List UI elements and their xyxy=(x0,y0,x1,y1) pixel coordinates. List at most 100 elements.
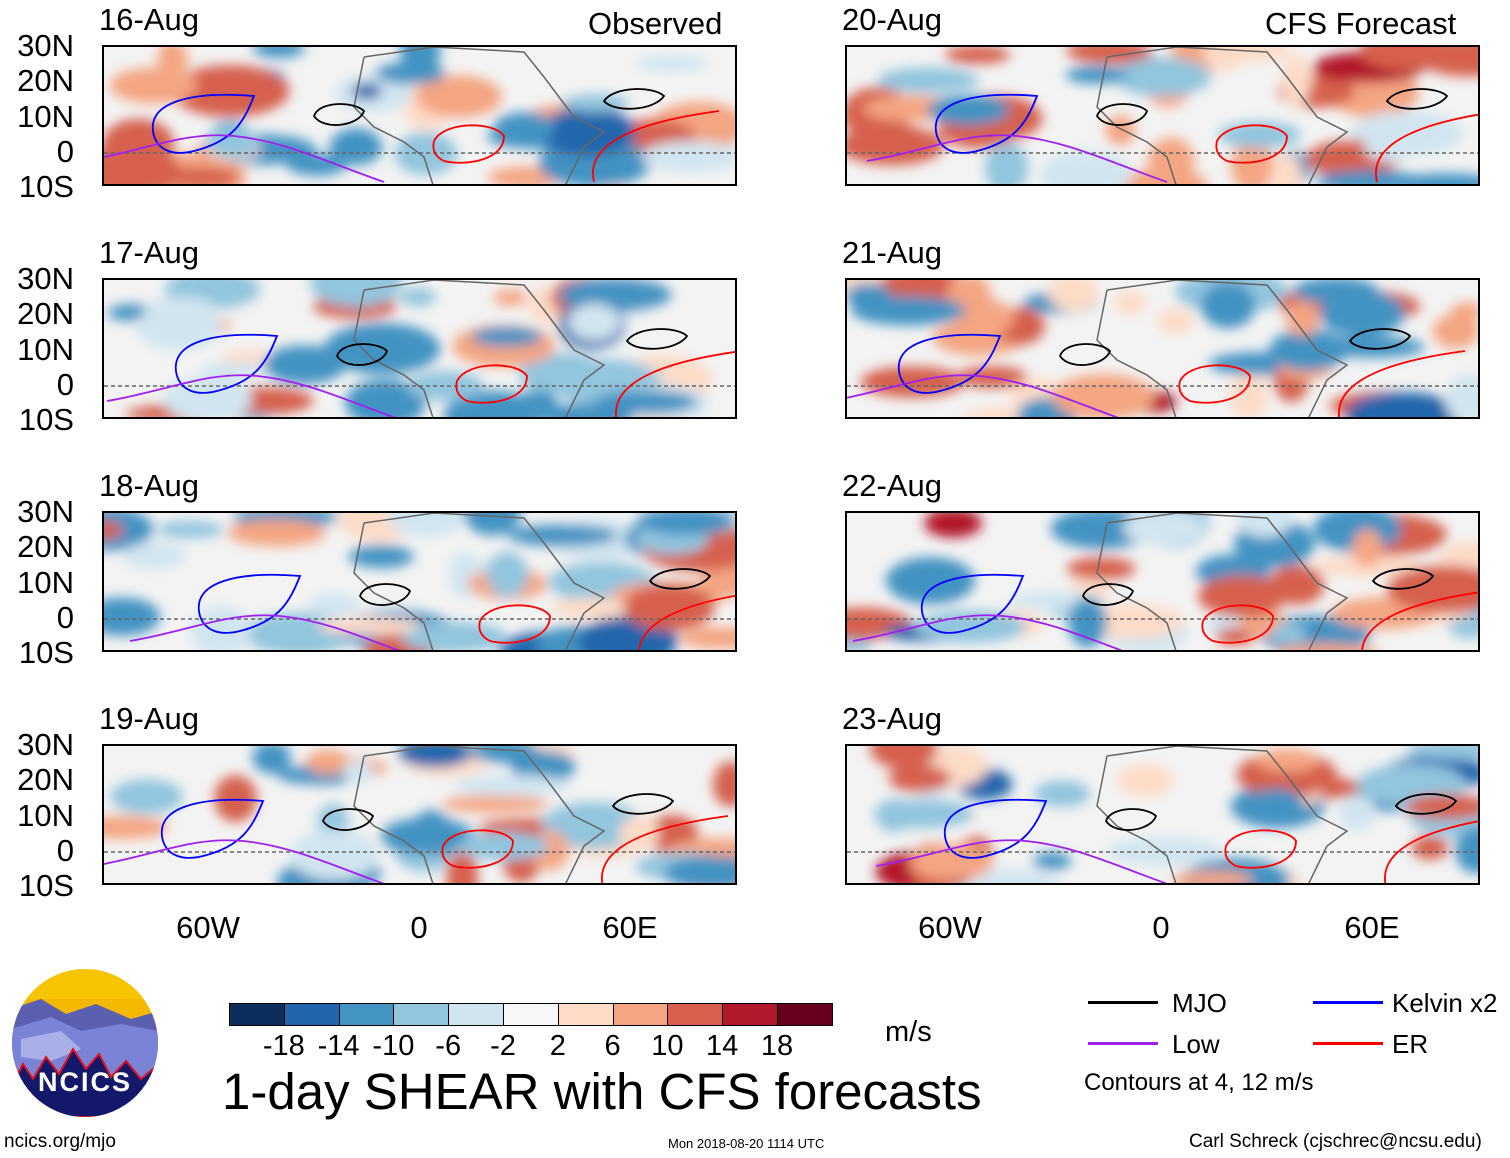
mjo-contour xyxy=(611,793,675,815)
shear-anomaly-blob xyxy=(104,597,161,636)
shear-anomaly-blob xyxy=(850,296,966,326)
shear-map-panel xyxy=(845,45,1480,186)
shear-anomaly-blob xyxy=(170,65,290,117)
panel-date-forecast-2: 22-Aug xyxy=(842,468,942,503)
shear-anomaly-blob xyxy=(146,297,216,321)
panel-date-forecast-0: 20-Aug xyxy=(842,2,942,37)
shear-anomaly-blob xyxy=(1247,788,1304,820)
lat-label: 10N xyxy=(17,99,74,134)
shear-anomaly-blob xyxy=(634,55,709,72)
shear-anomaly-blob xyxy=(1171,870,1254,883)
footer-url[interactable]: ncics.org/mjo xyxy=(4,1131,116,1152)
footer-timestamp: Mon 2018-08-20 1114 UTC xyxy=(668,1136,825,1151)
er-contour xyxy=(1178,364,1251,404)
legend-line-er xyxy=(1313,1042,1383,1045)
legend-line-low xyxy=(1088,1042,1158,1045)
shear-anomaly-blob xyxy=(454,774,570,797)
mjo-contour xyxy=(313,103,366,126)
legend-line-mjo xyxy=(1088,1001,1158,1004)
shear-map-panel xyxy=(102,45,737,186)
shear-anomaly-blob xyxy=(953,299,1015,336)
shear-anomaly-blob xyxy=(700,562,735,598)
colorbar-box xyxy=(503,1003,559,1026)
er-contour xyxy=(455,364,528,404)
mjo-contour xyxy=(1371,568,1435,590)
lat-label: 30N xyxy=(17,494,74,529)
lat-label: 0 xyxy=(56,600,74,635)
shear-anomaly-blob xyxy=(1316,170,1425,184)
lon-label-60w-right: 60W xyxy=(918,910,982,945)
lat-label: 20N xyxy=(17,296,74,331)
kelvin-contour xyxy=(160,798,265,859)
ncics-logo: NCICS xyxy=(11,969,159,1117)
panel-date-observed-1: 17-Aug xyxy=(99,235,199,270)
shear-anomaly-blob xyxy=(398,746,472,768)
colorbar-box xyxy=(612,1003,669,1026)
colorbar-tick-label: -18 xyxy=(262,1030,305,1062)
mjo-contour xyxy=(359,583,412,606)
kelvin-contour xyxy=(943,798,1048,859)
lat-label: 0 xyxy=(56,833,74,868)
panel-date-observed-2: 18-Aug xyxy=(99,468,199,503)
shear-anomaly-blob xyxy=(623,584,715,631)
shear-anomaly-blob xyxy=(1406,746,1478,760)
shear-map-panel xyxy=(845,278,1480,419)
shear-anomaly-blob xyxy=(1270,623,1307,644)
lat-label: 10S xyxy=(18,169,74,204)
legend-line-kelvin xyxy=(1313,1001,1383,1004)
shear-anomaly-blob xyxy=(1352,529,1383,567)
mjo-contour xyxy=(336,343,389,366)
coastline xyxy=(1096,47,1349,184)
shear-anomaly-blob xyxy=(486,551,529,598)
shear-anomaly-blob xyxy=(305,749,352,775)
footer-credit: Carl Schreck (cjschrec@ncsu.edu) xyxy=(1189,1131,1482,1152)
shear-anomaly-blob xyxy=(914,610,1026,644)
shear-anomaly-blob xyxy=(984,142,1029,184)
shear-anomaly-blob xyxy=(252,746,291,774)
low-contour xyxy=(129,614,400,650)
shear-anomaly-blob xyxy=(380,817,474,855)
lon-label-0-right: 0 xyxy=(1152,910,1170,945)
shear-anomaly-blob xyxy=(307,592,360,618)
shear-anomaly-blob xyxy=(110,779,184,814)
figure-title: 1-day SHEAR with CFS forecasts xyxy=(222,1063,982,1120)
lat-label: 10S xyxy=(18,868,74,903)
mjo-contour xyxy=(1385,88,1449,110)
shear-anomaly-blob xyxy=(264,345,346,385)
legend-label-low: Low xyxy=(1172,1029,1220,1059)
shear-anomaly-blob xyxy=(567,302,621,341)
shear-anomaly-blob xyxy=(1445,373,1478,417)
shear-anomaly-blob xyxy=(1148,137,1195,184)
shear-map-panel xyxy=(102,278,737,419)
colorbar-tick-label: 10 xyxy=(651,1030,684,1062)
mjo-contour xyxy=(1096,103,1149,126)
shear-anomaly-blob xyxy=(375,62,446,85)
lat-label: 10N xyxy=(17,565,74,600)
lat-label: 10N xyxy=(17,798,74,833)
shear-anomaly-blob xyxy=(1200,281,1256,329)
colorbar-box xyxy=(393,1003,450,1026)
shear-anomaly-blob xyxy=(594,390,698,414)
shear-anomaly-blob xyxy=(109,67,198,104)
lat-label: 30N xyxy=(17,727,74,762)
shear-anomaly-blob xyxy=(1319,290,1405,337)
shear-anomaly-blob xyxy=(1113,57,1211,97)
shear-anomaly-blob xyxy=(1359,47,1457,71)
coastline xyxy=(353,746,606,883)
shear-anomaly-blob xyxy=(1229,371,1269,417)
lat-label: 20N xyxy=(17,529,74,564)
shear-anomaly-blob xyxy=(679,627,735,649)
low-contour xyxy=(875,839,1168,883)
panel-date-observed-0: 16-Aug xyxy=(99,2,199,37)
shear-anomaly-blob xyxy=(1117,764,1175,797)
colorbar-tick-label: -6 xyxy=(435,1030,462,1062)
er-contour xyxy=(592,110,720,183)
shear-anomaly-blob xyxy=(873,799,973,829)
shear-anomaly-blob xyxy=(342,759,375,784)
shear-anomaly-blob xyxy=(1432,314,1478,349)
shear-anomaly-blob xyxy=(387,513,466,538)
shear-anomaly-blob xyxy=(1217,121,1301,149)
coastline xyxy=(353,280,606,417)
shear-anomaly-blob xyxy=(464,513,521,536)
low-contour xyxy=(106,374,396,417)
